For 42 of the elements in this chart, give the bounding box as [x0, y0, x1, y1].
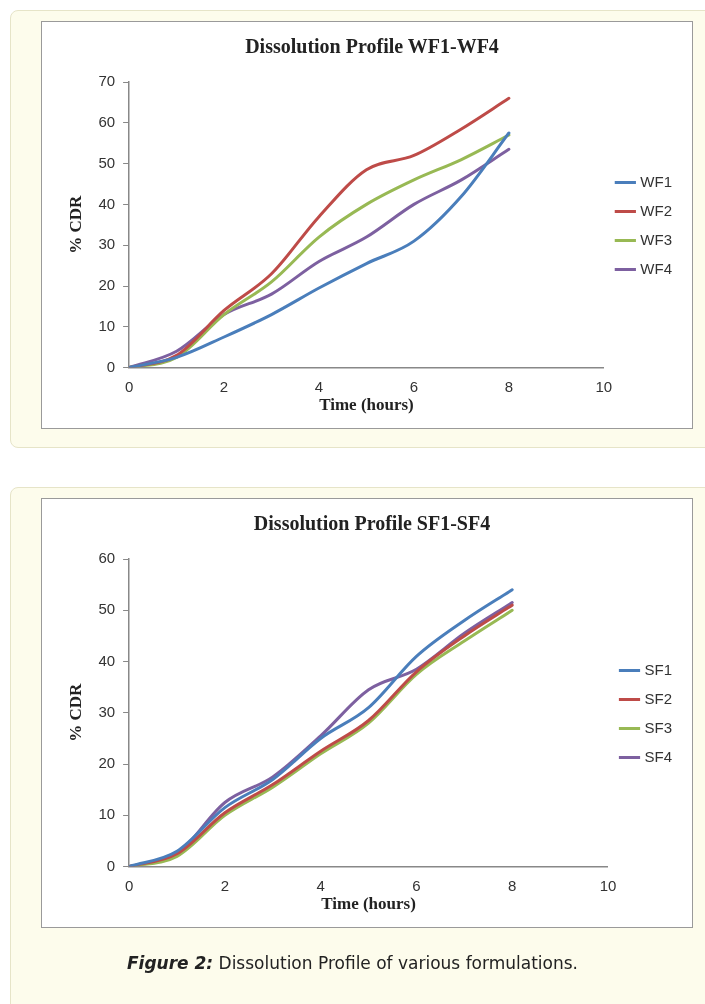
y-tick-label: 60 — [98, 112, 116, 130]
x-axis-title: Time (hours) — [319, 395, 414, 415]
chart-title: Dissolution Profile SF1-SF4 — [253, 512, 491, 535]
y-tick-label: 0 — [106, 856, 116, 874]
y-tick-label: 10 — [98, 805, 116, 823]
x-tick-label: 2 — [219, 377, 229, 395]
x-tick-label: 6 — [409, 377, 419, 395]
x-tick-label: 2 — [220, 876, 230, 894]
legend-label: SF3 — [644, 718, 673, 736]
legend-label: WF1 — [640, 172, 673, 190]
x-tick-label: 0 — [124, 876, 134, 894]
legend-label: WF3 — [640, 230, 673, 248]
y-axis-title: % CDR — [65, 683, 85, 742]
x-tick-label: 4 — [314, 377, 324, 395]
y-tick-label: 30 — [98, 235, 116, 253]
y-tick-label: 70 — [98, 72, 116, 90]
y-tick-label: 50 — [98, 600, 116, 618]
x-axis-title: Time (hours) — [321, 894, 416, 914]
legend-label: WF2 — [640, 201, 673, 219]
x-tick-label: 8 — [508, 876, 517, 894]
x-tick-label: 10 — [599, 876, 617, 894]
legend-label: SF1 — [644, 660, 673, 678]
x-tick-label: 0 — [124, 377, 134, 395]
legend-label: WF4 — [640, 259, 673, 277]
y-axis-title: % CDR — [65, 195, 85, 254]
y-tick-label: 40 — [98, 651, 116, 669]
y-tick-label: 10 — [98, 316, 116, 334]
y-tick-label: 30 — [98, 702, 116, 720]
x-tick-label: 6 — [412, 876, 421, 894]
legend-label: SF2 — [644, 689, 673, 707]
y-tick-label: 40 — [98, 194, 116, 212]
legend-label: SF4 — [644, 747, 673, 765]
y-tick-label: 60 — [98, 549, 116, 567]
y-tick-label: 0 — [106, 357, 116, 375]
x-tick-label: 8 — [504, 377, 514, 395]
x-tick-label: 10 — [595, 377, 613, 395]
caption: Figure 2: Dissolution Profile of various formulations. — [126, 953, 579, 973]
y-tick-label: 50 — [98, 153, 116, 171]
chart-title: Dissolution Profile WF1-WF4 — [245, 35, 499, 58]
y-tick-label: 20 — [98, 276, 116, 294]
y-tick-label: 20 — [98, 754, 116, 772]
x-tick-label: 4 — [316, 876, 325, 894]
